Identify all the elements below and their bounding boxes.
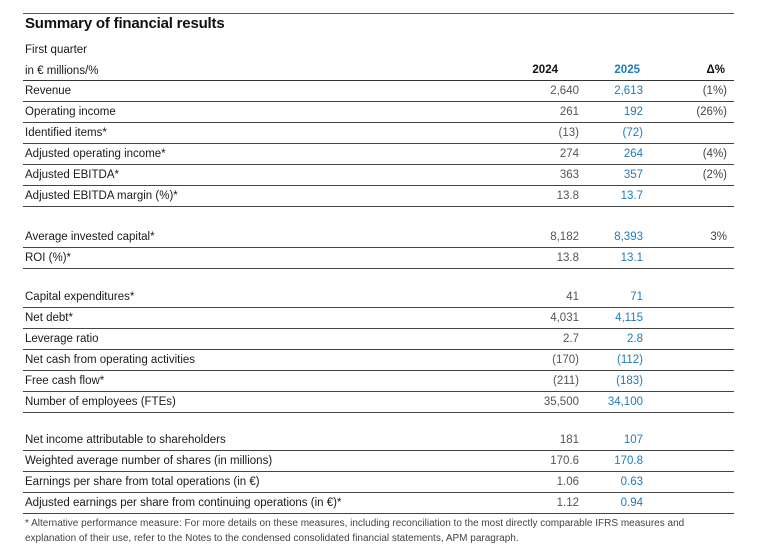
value-2024: 13.8 [556,190,579,202]
table-row: Earnings per share from total operations… [23,472,734,493]
value-2024: 181 [559,434,579,446]
value-2024: 13.8 [556,252,579,264]
value-2025: 4,115 [615,312,643,324]
value-2025: (72) [622,127,643,139]
value-2025: 357 [623,169,643,181]
value-2024: (211) [553,375,579,387]
row-label: Net cash from operating activities [25,354,196,366]
value-2024: 274 [559,148,579,160]
value-2025: 8,393 [614,231,643,243]
value-delta: (4%) [702,148,727,160]
value-2025: 192 [623,106,643,118]
value-2025: 34,100 [607,396,643,408]
table-row: ROI (%)* 13.8 13.1 [23,248,734,269]
row-label: Adjusted earnings per share from continu… [25,497,342,509]
period-label: First quarter [25,44,87,56]
row-label: Operating income [25,106,116,118]
row-label: Net debt* [25,312,73,324]
table-row: Leverage ratio 2.7 2.8 [23,329,734,350]
value-2024: 2.7 [563,333,579,345]
value-delta: 3% [710,231,727,243]
value-2024: 4,031 [550,312,579,324]
value-2025: 0.94 [620,497,643,509]
value-2024: (13) [558,127,579,139]
value-2024: 35,500 [543,396,579,408]
value-delta: (26%) [696,106,727,118]
row-label: Capital expenditures* [25,291,135,303]
value-2024: 2,640 [550,85,579,97]
value-2025: 71 [630,291,643,303]
footnote: * Alternative performance measure: For m… [25,518,685,544]
top-rule [23,13,734,14]
table-row: Capital expenditures* 41 71 [23,287,734,308]
table-row: Adjusted EBITDA margin (%)* 13.8 13.7 [23,186,734,207]
value-2025: 2.8 [627,333,643,345]
table-row: Adjusted EBITDA* 363 357 (2%) [23,165,734,186]
value-2025: 264 [623,148,643,160]
value-2025: (112) [617,354,643,366]
value-2024: 170.6 [550,455,579,467]
table-row: Adjusted operating income* 274 264 (4%) [23,144,734,165]
table-title: Summary of financial results [25,15,225,32]
value-2024: 363 [559,169,579,181]
row-label: Number of employees (FTEs) [25,396,176,408]
value-2025: 13.1 [620,252,643,264]
value-2024: (170) [552,354,579,366]
table-row: Operating income 261 192 (26%) [23,102,734,123]
row-label: Identified items* [25,127,107,139]
value-2025: 13.7 [620,190,643,202]
table-row: Average invested capital* 8,182 8,393 3% [23,227,734,248]
row-label: Adjusted EBITDA* [25,169,119,181]
row-label: ROI (%)* [25,252,71,264]
value-delta: (1%) [702,85,727,97]
table-row: Number of employees (FTEs) 35,500 34,100 [23,392,734,413]
table-row: Free cash flow* (211) (183) [23,371,734,392]
column-header-2024: 2024 [532,64,558,76]
value-2024: 1.12 [556,497,579,509]
table-row: Net cash from operating activities (170) (… [23,350,734,371]
table-row: Weighted average number of shares (in mi… [23,451,734,472]
value-2024: 41 [566,291,579,303]
row-label: Leverage ratio [25,333,99,345]
row-label: Adjusted operating income* [25,148,166,160]
row-label: Average invested capital* [25,231,155,243]
value-2025: 170.8 [614,455,643,467]
row-label: Earnings per share from total operations… [25,476,260,488]
unit-label: in € millions/% [25,65,99,77]
value-2024: 261 [559,106,579,118]
row-label: Free cash flow* [25,375,105,387]
table-row: Revenue 2,640 2,613 (1%) [23,81,734,102]
table-row: Net income attributable to shareholders 1… [23,430,734,451]
header-rule [23,80,734,81]
row-label: Net income attributable to shareholders [25,434,226,446]
value-2025: 0.63 [620,476,643,488]
value-2025: 2,613 [614,85,643,97]
row-label: Adjusted EBITDA margin (%)* [25,190,178,202]
table-row: Identified items* (13) (72) [23,123,734,144]
value-2024: 8,182 [550,231,579,243]
column-header-delta: Δ% [706,64,726,76]
row-label: Weighted average number of shares (in mi… [25,455,273,467]
value-delta: (2%) [702,169,727,181]
value-2025: (183) [616,375,643,387]
column-header-2025: 2025 [614,64,640,76]
table-row: Net debt* 4,031 4,115 [23,308,734,329]
row-label: Revenue [25,85,72,97]
value-2024: 1.06 [556,476,579,488]
table-row: Adjusted earnings per share from continu… [23,493,734,514]
value-2025: 107 [623,434,643,446]
